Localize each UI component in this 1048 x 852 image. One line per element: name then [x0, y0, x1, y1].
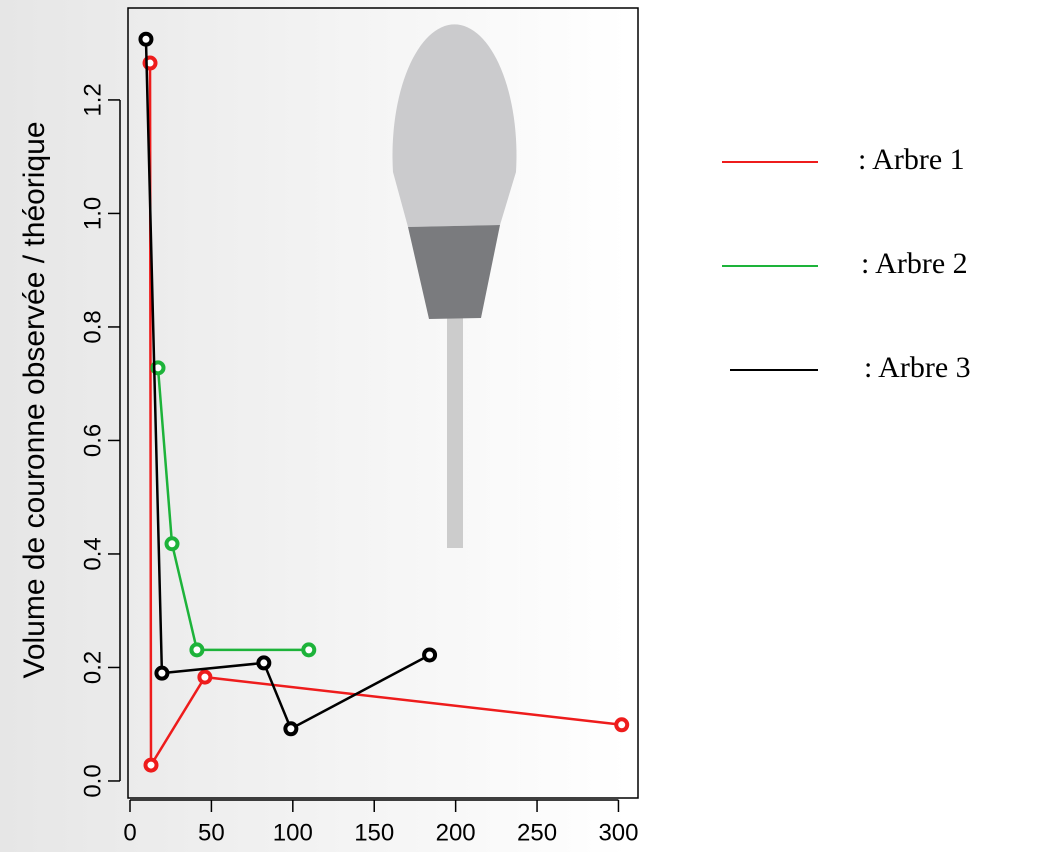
- point: [138, 31, 154, 47]
- point: [422, 647, 438, 663]
- point: [143, 757, 159, 773]
- series-line: [156, 367, 309, 652]
- y-tick-label: 0.2: [79, 651, 106, 684]
- point: [164, 536, 180, 552]
- point: [197, 669, 213, 685]
- x-tick-label: 250: [517, 819, 557, 846]
- x-tick-label: 50: [198, 819, 225, 846]
- y-tick-label: 0.4: [79, 537, 106, 570]
- y-tick-label: 0.8: [79, 310, 106, 343]
- point: [189, 642, 205, 658]
- plot-box: [127, 7, 639, 799]
- y-tick-label: 0.6: [79, 424, 106, 457]
- y-tick-label: 1.0: [79, 197, 106, 230]
- x-tick-label: 150: [354, 819, 394, 846]
- legend-label: : Arbre 2: [861, 247, 968, 280]
- x-tick-label: 200: [436, 819, 476, 846]
- y-tick-label: 0.0: [79, 764, 106, 797]
- x-tick-label: 0: [123, 819, 136, 846]
- point: [256, 655, 272, 671]
- point: [154, 665, 170, 681]
- y-tick-label: 1.2: [79, 83, 106, 116]
- point: [301, 642, 317, 658]
- x-tick-label: 100: [273, 819, 313, 846]
- x-tick-label: 300: [598, 819, 638, 846]
- point: [614, 717, 630, 733]
- series-line: [148, 63, 622, 770]
- legend-label: : Arbre 1: [858, 143, 965, 176]
- point: [283, 721, 299, 737]
- tree-icon: [392, 24, 517, 548]
- y-axis-label: Volume de couronne observée / théorique: [18, 121, 51, 678]
- legend-label: : Arbre 3: [864, 351, 971, 384]
